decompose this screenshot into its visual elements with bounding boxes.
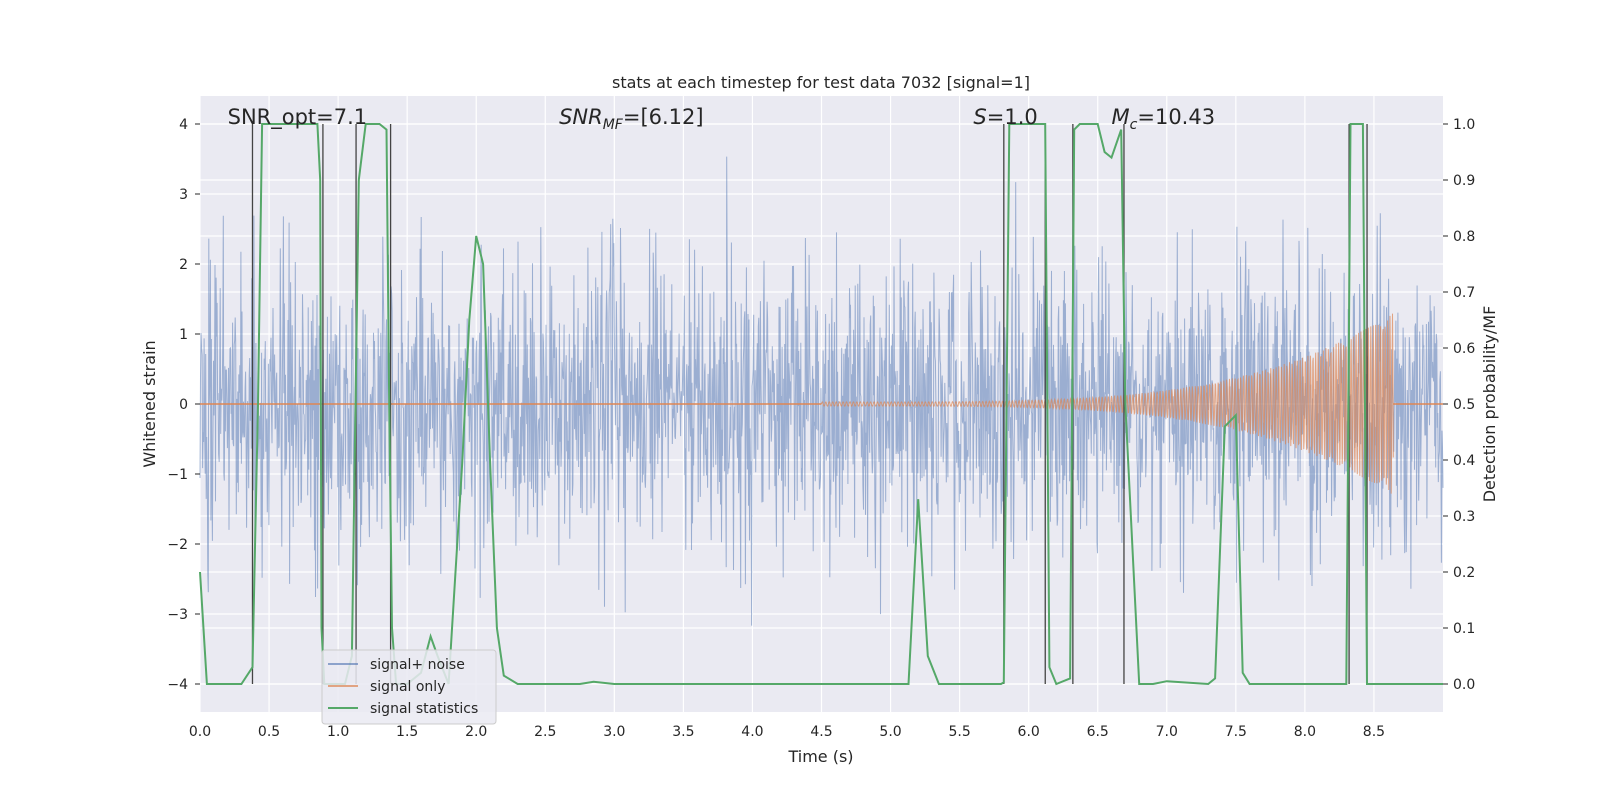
annotations: SNR_opt=7.1 SNRMF=[6.12] S=1.0 Mc=10.43 <box>228 105 1215 133</box>
y-left-tick-label: 4 <box>179 117 188 133</box>
y-left-tick-label: −1 <box>167 467 188 483</box>
y-right-tick-label: 1.0 <box>1453 117 1475 133</box>
x-tick-label: 0.0 <box>189 724 211 740</box>
y-left-tick-label: 1 <box>179 327 188 343</box>
y-left-tick-labels: 4 3 2 1 0 −1 −2 −3 −4 <box>167 117 200 693</box>
y-left-tick-label: −2 <box>167 537 188 553</box>
y-left-tick-label: 3 <box>179 187 188 203</box>
annotation: Mc=10.43 <box>1112 105 1216 133</box>
y-left-tick-label: 0 <box>179 397 188 413</box>
x-tick-label: 5.0 <box>879 724 901 740</box>
y-right-tick-label: 0.4 <box>1453 453 1475 469</box>
legend-label-stats: signal statistics <box>370 701 478 717</box>
x-tick-label: 1.0 <box>327 724 349 740</box>
x-tick-label: 2.5 <box>534 724 556 740</box>
x-tick-label: 1.5 <box>396 724 418 740</box>
y-right-tick-label: 0.6 <box>1453 341 1475 357</box>
x-tick-label: 7.0 <box>1156 724 1178 740</box>
x-tick-label: 0.5 <box>258 724 280 740</box>
legend-label-signal: signal only <box>370 679 445 695</box>
x-tick-label: 3.5 <box>672 724 694 740</box>
annotation: SNR_opt=7.1 <box>228 105 368 130</box>
y-left-tick-label: −4 <box>167 677 188 693</box>
y-right-tick-label: 0.0 <box>1453 677 1475 693</box>
legend-label-noise: signal+ noise <box>370 657 465 673</box>
x-tick-labels: 0.0 0.5 1.0 1.5 2.0 2.5 3.0 3.5 4.0 4.5 5.0 5.5 6.0 6… <box>189 724 1385 740</box>
x-tick-label: 8.5 <box>1363 724 1385 740</box>
x-tick-label: 3.0 <box>603 724 625 740</box>
y-left-tick-label: −3 <box>167 607 188 623</box>
signal-chirp <box>821 313 1394 494</box>
noise-trace <box>199 156 1444 626</box>
y-right-tick-labels: 1.0 0.9 0.8 0.7 0.6 0.5 0.4 0.3 0.2 0.1 0.0 <box>1443 117 1475 693</box>
chart-title: stats at each timestep for test data 703… <box>612 73 1030 92</box>
x-tick-label: 5.5 <box>948 724 970 740</box>
x-tick-label: 8.0 <box>1294 724 1316 740</box>
y-right-tick-label: 0.1 <box>1453 621 1475 637</box>
x-tick-label: 6.5 <box>1087 724 1109 740</box>
x-axis-label: Time (s) <box>787 747 853 766</box>
y-right-tick-label: 0.2 <box>1453 565 1475 581</box>
y-left-axis-label: Whitened strain <box>140 340 159 467</box>
y-right-tick-label: 0.3 <box>1453 509 1475 525</box>
signal-plus-noise-series <box>199 156 1444 626</box>
legend-box <box>321 649 497 725</box>
x-tick-label: 6.0 <box>1018 724 1040 740</box>
x-tick-label: 4.5 <box>810 724 832 740</box>
y-right-tick-label: 0.7 <box>1453 285 1475 301</box>
x-tick-label: 4.0 <box>741 724 763 740</box>
y-right-tick-label: 0.9 <box>1453 173 1475 189</box>
annotation: S=1.0 <box>973 105 1037 129</box>
annotation: SNRMF=[6.12] <box>559 105 704 133</box>
y-left-tick-label: 2 <box>179 257 188 273</box>
signal-only-series <box>200 313 1443 494</box>
y-right-axis-label: Detection probability/MF <box>1480 306 1499 503</box>
y-right-tick-label: 0.8 <box>1453 229 1475 245</box>
x-tick-label: 2.0 <box>465 724 487 740</box>
y-right-tick-label: 0.5 <box>1453 397 1475 413</box>
legend: signal+ noise signal only signal statist… <box>321 649 497 725</box>
x-tick-label: 7.5 <box>1225 724 1247 740</box>
